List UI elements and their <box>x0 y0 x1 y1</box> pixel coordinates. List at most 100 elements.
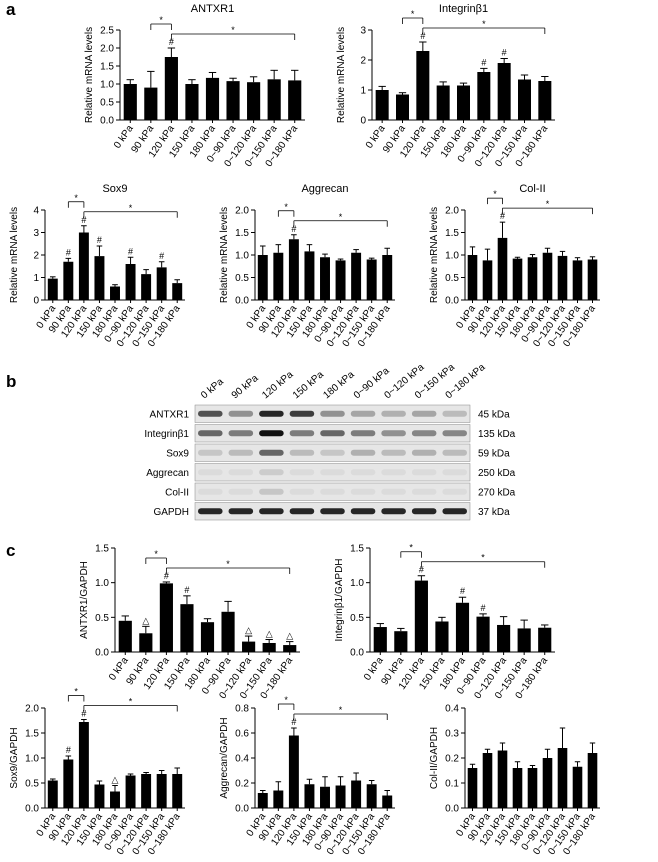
bar <box>351 252 362 300</box>
bar <box>557 748 568 808</box>
y-tick-label: 0.5 <box>445 273 459 284</box>
bar <box>467 768 478 808</box>
bar <box>78 722 89 808</box>
significance-marker: # <box>81 709 86 719</box>
blot-band <box>228 449 254 456</box>
blot-band <box>350 410 376 417</box>
bar <box>273 790 284 808</box>
bar <box>63 759 74 808</box>
chart-title: Col-II <box>519 183 545 195</box>
blot-band <box>259 469 284 476</box>
bar <box>247 82 261 120</box>
bar <box>200 622 215 652</box>
bar <box>482 753 493 808</box>
y-tick-label: 0.0 <box>235 804 249 815</box>
y-tick-label: 1 <box>33 273 39 284</box>
panel-label: c <box>6 541 15 560</box>
bar <box>335 785 346 808</box>
significance-marker: # <box>164 571 169 581</box>
bar <box>497 750 508 808</box>
size-label: 45 kDa <box>478 409 510 420</box>
blot-band <box>381 469 406 476</box>
y-tick-label: 1.5 <box>100 62 114 73</box>
bar <box>482 260 493 300</box>
bar <box>123 84 137 120</box>
blot-band <box>228 508 254 515</box>
bar <box>288 80 302 120</box>
bracket-label: * <box>482 19 486 29</box>
bracket-label: * <box>129 697 133 707</box>
bar <box>205 77 220 120</box>
bar <box>304 251 315 300</box>
bar <box>267 79 281 120</box>
y-tick-label: 1.0 <box>350 578 364 589</box>
bar <box>242 641 256 652</box>
bar <box>141 774 152 808</box>
bar <box>288 735 299 808</box>
size-label: 135 kDa <box>478 429 516 440</box>
bar <box>416 51 430 120</box>
bar <box>144 87 158 120</box>
bar <box>47 780 58 808</box>
blot-band <box>259 508 284 515</box>
y-tick-label: 3 <box>33 228 39 239</box>
bar <box>94 256 105 300</box>
bar <box>185 84 199 120</box>
blot-band <box>289 430 315 437</box>
y-tick-label: 1.5 <box>25 729 39 740</box>
bar <box>366 784 377 808</box>
y-tick-label: 0.2 <box>445 754 459 765</box>
blot-band <box>442 508 467 515</box>
bar <box>373 627 387 652</box>
blot-band <box>411 410 437 417</box>
blot-band <box>350 488 376 495</box>
y-tick-label: 2.0 <box>25 704 39 715</box>
bar <box>283 645 297 652</box>
y-tick-label: 0 <box>33 296 39 307</box>
y-tick-label: 1.5 <box>95 544 109 555</box>
blot-band <box>442 488 467 495</box>
significance-marker: # <box>97 235 102 245</box>
blot-band <box>320 508 345 515</box>
y-tick-label: 0.0 <box>445 804 459 815</box>
significance-marker: △ <box>112 775 119 785</box>
bar <box>156 267 167 300</box>
bracket-label: * <box>159 15 163 25</box>
bar <box>497 237 508 300</box>
y-axis-label: Relative mRNA levels <box>429 207 440 303</box>
bracket-label: * <box>284 695 288 705</box>
bar <box>538 627 552 652</box>
blot-band <box>259 410 284 417</box>
bar <box>320 257 330 300</box>
y-tick-label: 0.5 <box>235 273 249 284</box>
bar <box>557 255 568 300</box>
bar <box>435 621 449 652</box>
protein-label: ANTXR1 <box>150 409 190 420</box>
blot-strip <box>194 404 471 423</box>
y-tick-label: 1.0 <box>100 80 114 91</box>
blot-band <box>228 430 254 437</box>
blot-band <box>289 488 315 495</box>
bracket-label: * <box>409 543 413 553</box>
significance-marker: # <box>159 251 164 261</box>
bracket-label: * <box>481 553 485 563</box>
blot-band <box>289 449 315 456</box>
blot-band <box>381 508 406 515</box>
bracket-label: * <box>226 559 230 569</box>
bar <box>118 620 132 652</box>
y-tick-label: 0.5 <box>100 98 114 109</box>
y-tick-label: 4 <box>33 206 39 217</box>
blot-band <box>350 449 376 456</box>
y-tick-label: 2 <box>33 251 39 262</box>
bar <box>159 583 173 652</box>
panel-label: a <box>6 0 16 19</box>
significance-marker: # <box>460 586 465 596</box>
bar <box>320 786 330 808</box>
y-tick-label: 1.5 <box>235 228 249 239</box>
bar <box>110 791 120 808</box>
bar <box>94 784 105 808</box>
blot-band <box>320 449 345 456</box>
blot-band <box>289 508 315 515</box>
y-tick-label: 3 <box>360 26 366 37</box>
